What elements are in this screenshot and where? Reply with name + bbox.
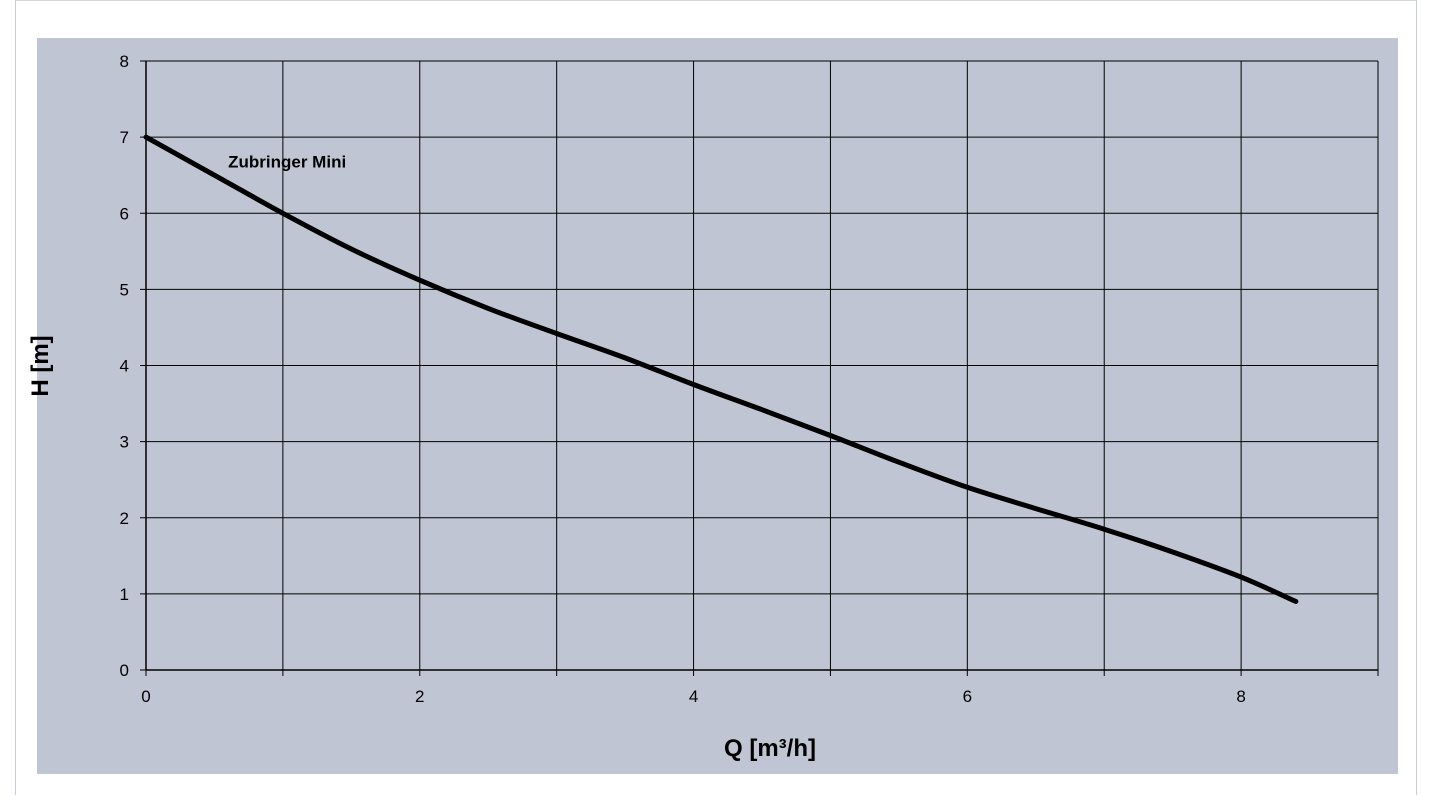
y-tick-label: 1 — [120, 585, 129, 604]
y-tick-label: 6 — [120, 204, 129, 223]
x-axis-title: Q [m³/h] — [724, 735, 816, 762]
y-tick-label: 8 — [120, 52, 129, 71]
annotations: Zubringer Mini — [228, 153, 346, 172]
y-tick-label: 3 — [120, 433, 129, 452]
outer-frame — [15, 0, 1417, 795]
x-tick-label: 0 — [141, 687, 150, 706]
tick-labels: 0 2 4 6 8 0 1 2 3 4 5 6 7 8 — [120, 52, 1246, 706]
frame-top-rule — [15, 0, 1417, 1]
y-tick-label: 5 — [120, 280, 129, 299]
y-tick-label: 4 — [120, 357, 129, 376]
series-lines — [143, 134, 1299, 604]
y-axis-title: H [m] — [27, 335, 54, 396]
series-line-zubringer-mini — [143, 134, 1299, 604]
axes — [145, 61, 1378, 671]
y-tick-label: 2 — [120, 509, 129, 528]
series-label: Zubringer Mini — [228, 153, 346, 172]
x-tick-label: 2 — [415, 687, 424, 706]
x-tick-label: 6 — [963, 687, 972, 706]
y-tick-label: 0 — [120, 661, 129, 680]
x-tick-label: 8 — [1236, 687, 1245, 706]
x-tick-label: 4 — [689, 687, 698, 706]
chart-background — [37, 38, 1398, 774]
y-tick-label: 7 — [120, 128, 129, 147]
